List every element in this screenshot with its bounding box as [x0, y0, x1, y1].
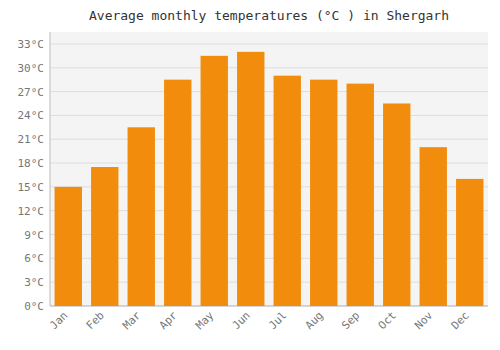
x-tick-label: Dec	[449, 309, 472, 332]
y-tick-label: 0°C	[24, 300, 44, 313]
bar	[274, 76, 301, 306]
bar	[91, 167, 118, 306]
x-tick-label: Sep	[339, 309, 362, 332]
y-tick-label: 15°C	[18, 181, 45, 194]
chart-container: Average monthly temperatures (°C ) in Sh…	[0, 0, 500, 350]
y-tick-label: 24°C	[18, 109, 45, 122]
bar	[310, 80, 337, 306]
bar	[55, 187, 82, 306]
bar	[383, 103, 410, 306]
grid-line	[50, 139, 488, 140]
chart: Average monthly temperatures (°C ) in Sh…	[0, 0, 500, 350]
y-grid	[50, 44, 488, 306]
y-tick-label: 18°C	[18, 157, 45, 170]
grid-line	[50, 115, 488, 116]
x-tick-label: Feb	[84, 309, 107, 332]
bar	[347, 84, 374, 306]
plot-background	[50, 32, 488, 306]
bars	[55, 52, 484, 306]
y-tick-label: 3°C	[24, 276, 44, 289]
bar	[164, 80, 191, 306]
x-tick-label: Jan	[47, 309, 70, 332]
grid-line	[50, 91, 488, 92]
y-tick-label: 12°C	[18, 205, 45, 218]
x-tick-label: Apr	[157, 309, 181, 333]
y-tick-label: 9°C	[24, 229, 44, 242]
x-tick-label: Oct	[376, 309, 399, 332]
y-axis-line	[50, 32, 51, 306]
x-tick-label: Nov	[412, 309, 436, 333]
x-tick-label: Aug	[303, 309, 326, 332]
y-tick-label: 27°C	[18, 86, 45, 99]
grid-line	[50, 43, 488, 44]
bar	[456, 179, 483, 306]
x-tick-label: May	[193, 309, 217, 333]
title: Average monthly temperatures (°C ) in Sh…	[89, 8, 449, 23]
y-tick-label: 33°C	[18, 38, 45, 51]
bar	[201, 56, 228, 306]
x-tick-label: Mar	[120, 309, 144, 333]
bar	[237, 52, 264, 306]
grid-line	[50, 67, 488, 68]
x-tick-label: Jun	[230, 309, 253, 332]
bar	[420, 147, 447, 306]
x-tick-label: Jul	[266, 309, 289, 332]
bar	[128, 127, 155, 306]
y-tick-label: 6°C	[24, 252, 44, 265]
y-tick-label: 30°C	[18, 62, 45, 75]
y-tick-label: 21°C	[18, 133, 45, 146]
